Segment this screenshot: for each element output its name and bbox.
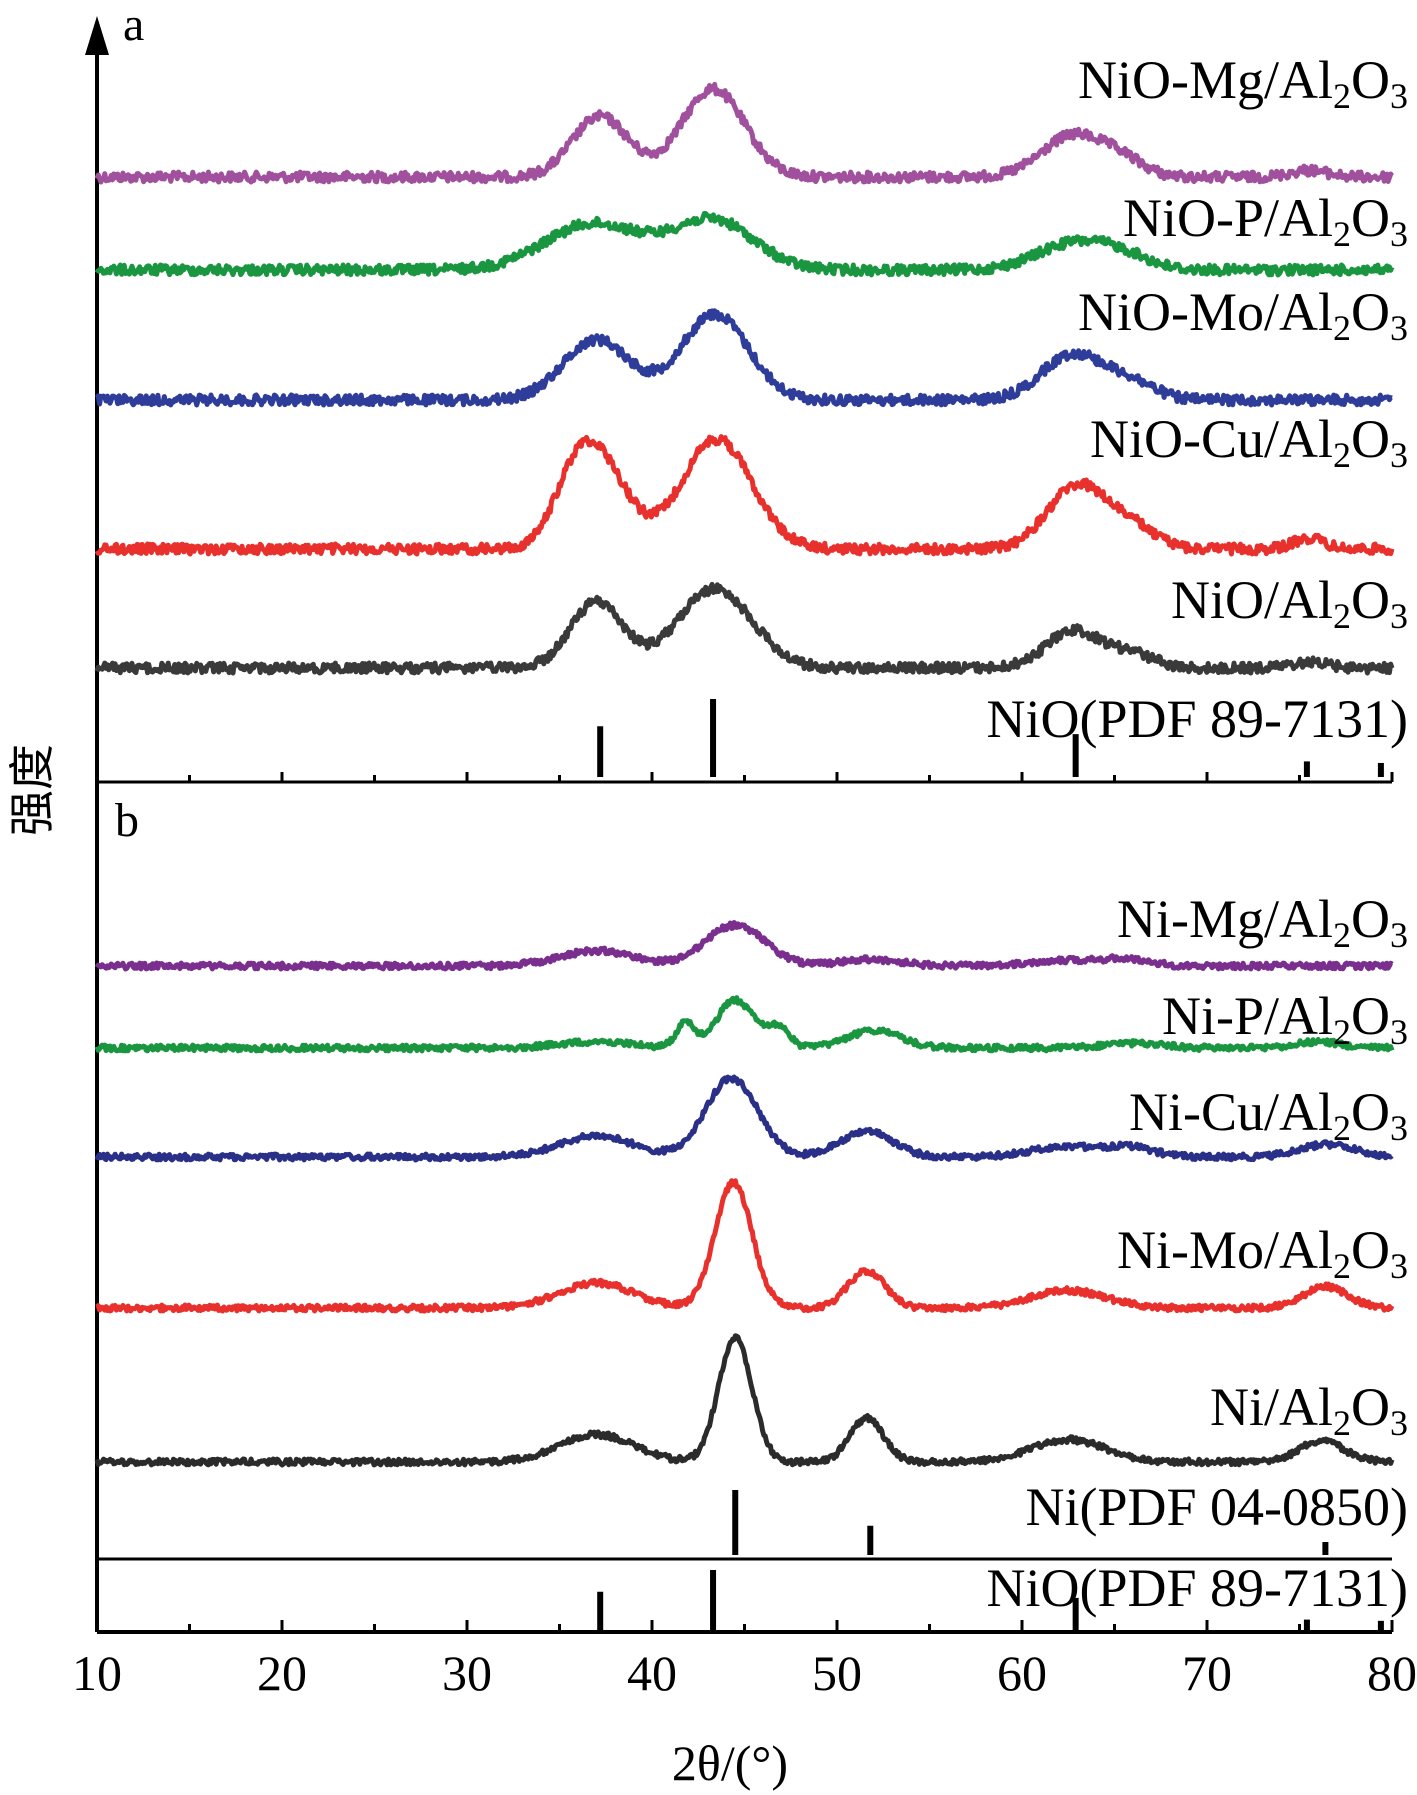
y-axis-title: 强度 bbox=[5, 744, 59, 836]
series-label-ni-mg-al2o3: Ni-Mg/Al2O3 bbox=[1117, 889, 1408, 955]
series-label-nio-cu-al2o3: NiO-Cu/Al2O3 bbox=[1090, 409, 1408, 475]
series-label-nio-p-al2o3: NiO-P/Al2O3 bbox=[1123, 188, 1408, 254]
series-line-ni-p-al2o3 bbox=[94, 995, 1395, 1054]
x-tick-label-40: 40 bbox=[627, 1645, 677, 1701]
series-label-nio-mo-al2o3: NiO-Mo/Al2O3 bbox=[1078, 282, 1408, 348]
x-tick-label-30: 30 bbox=[442, 1645, 492, 1701]
y-axis-arrow bbox=[85, 16, 109, 55]
series-line-nio-al2o3 bbox=[94, 581, 1395, 676]
x-tick-label-70: 70 bbox=[1182, 1645, 1232, 1701]
x-tick-label-10: 10 bbox=[72, 1645, 122, 1701]
series-line-nio-cu-al2o3 bbox=[94, 434, 1395, 557]
ref-label-nio-b: NiO(PDF 89-7131) bbox=[986, 1558, 1408, 1618]
series-line-nio-mo-al2o3 bbox=[95, 308, 1394, 408]
x-ticks: 10 20 30 40 50 60 70 80 bbox=[72, 772, 1417, 1701]
panel-label-a: a bbox=[123, 0, 144, 51]
series-label-nio-mg-al2o3: NiO-Mg/Al2O3 bbox=[1078, 50, 1408, 116]
series-line-ni-mg-al2o3 bbox=[94, 920, 1394, 972]
series-label-ni-al2o3: Ni/Al2O3 bbox=[1210, 1377, 1408, 1443]
x-tick-label-80: 80 bbox=[1367, 1645, 1417, 1701]
series-line-nio-p-al2o3 bbox=[94, 211, 1395, 278]
x-axis-title: 2θ/(°) bbox=[672, 1735, 788, 1791]
series-label-ni-mo-al2o3: Ni-Mo/Al2O3 bbox=[1117, 1220, 1408, 1286]
series-line-nio-mg-al2o3 bbox=[94, 81, 1394, 185]
x-tick-label-50: 50 bbox=[812, 1645, 862, 1701]
ref-label-ni-b: Ni(PDF 04-0850) bbox=[1025, 1477, 1408, 1537]
x-tick-label-60: 60 bbox=[997, 1645, 1047, 1701]
panel-b: Ni-Mg/Al2O3 Ni-P/Al2O3 Ni-Cu/Al2O3 Ni-Mo/Al… bbox=[94, 889, 1408, 1632]
series-line-ni-mo-al2o3 bbox=[95, 1178, 1395, 1314]
panel-label-b: b bbox=[115, 794, 139, 847]
panel-a: NiO-Mg/Al2O3 NiO-P/Al2O3 NiO-Mo/Al2O3 NiO-C… bbox=[94, 50, 1408, 777]
series-label-ni-p-al2o3: Ni-P/Al2O3 bbox=[1162, 986, 1408, 1052]
series-label-nio-al2o3: NiO/Al2O3 bbox=[1171, 570, 1408, 636]
series-label-ni-cu-al2o3: Ni-Cu/Al2O3 bbox=[1129, 1082, 1408, 1148]
series-line-ni-cu-al2o3 bbox=[94, 1074, 1394, 1163]
x-tick-label-20: 20 bbox=[257, 1645, 307, 1701]
series-line-ni-al2o3 bbox=[94, 1333, 1395, 1468]
ref-label-nio-a: NiO(PDF 89-7131) bbox=[986, 689, 1408, 749]
